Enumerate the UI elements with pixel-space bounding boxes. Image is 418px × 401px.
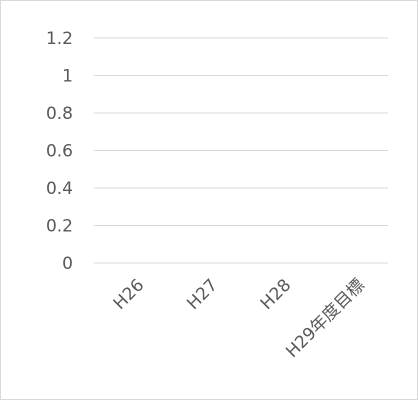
y-tick-label: 0.4 — [46, 179, 73, 199]
y-tick-label: 0.2 — [46, 217, 73, 237]
x-tick-label: H29年度目標 — [282, 275, 369, 362]
y-axis-tick-labels: 0 0.2 0.4 0.6 0.8 1 1.2 — [46, 29, 73, 274]
x-tick-label: H27 — [183, 275, 221, 313]
y-tick-label: 0.8 — [46, 104, 73, 124]
gridlines — [94, 37, 388, 264]
x-tick-label: H26 — [110, 275, 148, 313]
y-tick-label: 1.2 — [46, 29, 73, 49]
y-tick-label: 0.6 — [46, 142, 73, 162]
y-tick-label: 0 — [62, 254, 73, 274]
y-tick-label: 1 — [62, 67, 73, 87]
x-tick-label: H28 — [257, 275, 295, 313]
